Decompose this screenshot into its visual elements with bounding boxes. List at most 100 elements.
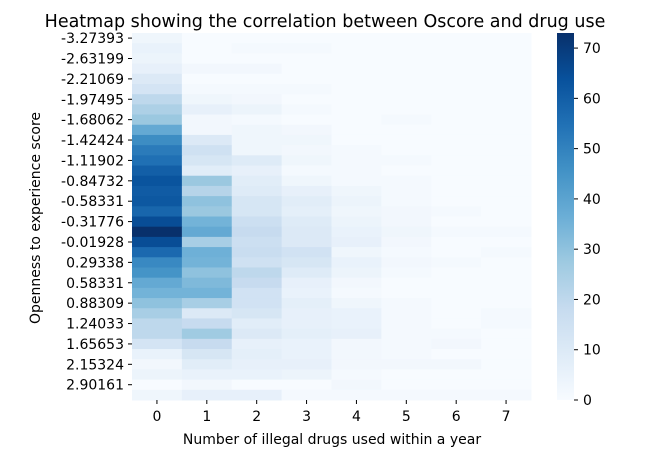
y-tick-label: -0.31776 — [61, 215, 124, 231]
colorbar-axis: 0 10 20 30 40 50 60 70 — [574, 41, 601, 409]
heatmap-cell — [331, 124, 382, 136]
heatmap-cell — [132, 104, 183, 116]
heatmap-cell — [431, 277, 482, 289]
heatmap-cell — [231, 43, 283, 54]
heatmap-cell — [181, 277, 233, 289]
heatmap-cell — [381, 379, 432, 391]
heatmap-cell — [431, 298, 482, 309]
heatmap-cell — [381, 33, 432, 44]
heatmap-cell — [132, 73, 183, 85]
heatmap-cell — [381, 43, 432, 54]
x-tick-label: 1 — [202, 409, 211, 425]
heatmap-cell — [331, 206, 382, 217]
heatmap-cell — [481, 134, 532, 146]
heatmap-cell — [281, 216, 332, 228]
heatmap-cell — [231, 287, 283, 299]
heatmap-cell — [381, 145, 432, 156]
heatmap-cell — [381, 349, 432, 360]
heatmap-cell — [281, 359, 332, 370]
heatmap-cell — [381, 83, 432, 95]
heatmap-cell — [132, 277, 183, 289]
heatmap-cell — [231, 247, 283, 258]
heatmap-cell — [181, 124, 233, 136]
heatmap-cell — [281, 338, 332, 350]
heatmap-cell — [431, 267, 482, 279]
heatmap-cell — [331, 155, 382, 167]
heatmap-cell — [281, 277, 332, 289]
heatmap-cell — [231, 165, 283, 177]
heatmap-cell — [181, 359, 233, 370]
heatmap-cell — [381, 114, 432, 126]
heatmap-cell — [381, 287, 432, 299]
heatmap-cell — [481, 196, 532, 207]
heatmap-cell — [132, 267, 183, 279]
heatmap-cell — [431, 359, 482, 370]
heatmap-cell — [281, 328, 332, 340]
heatmap-cell — [481, 359, 532, 370]
heatmap-cell — [431, 389, 482, 401]
heatmap-cell — [281, 226, 332, 238]
colorbar — [557, 33, 574, 400]
colorbar-tick-label: 10 — [583, 343, 601, 359]
heatmap-cell — [132, 379, 183, 391]
heatmap-cell — [331, 247, 382, 258]
heatmap-cell — [132, 318, 183, 330]
heatmap-cell — [231, 94, 283, 105]
heatmap-cell — [132, 165, 183, 177]
heatmap-cell — [281, 369, 332, 381]
heatmap-cell — [281, 206, 332, 217]
heatmap-cell — [331, 185, 382, 197]
heatmap-cell — [431, 33, 482, 44]
heatmap-cell — [132, 308, 183, 319]
heatmap-cell — [431, 369, 482, 381]
chart-title: Heatmap showing the correlation between … — [45, 12, 606, 32]
heatmap-cell — [381, 155, 432, 167]
heatmap-cell — [481, 43, 532, 54]
heatmap-cell — [281, 236, 332, 248]
heatmap-cell — [231, 33, 283, 44]
heatmap-cell — [431, 216, 482, 228]
heatmap-cell — [132, 287, 183, 299]
heatmap-cell — [381, 196, 432, 207]
heatmap-cell — [481, 247, 532, 258]
heatmap-cell — [281, 349, 332, 360]
heatmap-cell — [231, 349, 283, 360]
heatmap-cell — [181, 338, 233, 350]
y-tick-label: -1.97495 — [61, 92, 124, 108]
heatmap-cell — [231, 267, 283, 279]
heatmap-cell — [281, 114, 332, 126]
heatmap-cell — [181, 43, 233, 54]
heatmap-cell — [431, 83, 482, 95]
heatmap-cell — [181, 196, 233, 207]
heatmap-cell — [132, 185, 183, 197]
heatmap-cell — [181, 185, 233, 197]
heatmap-cell — [431, 247, 482, 258]
heatmap-cell — [331, 216, 382, 228]
heatmap-cell — [281, 247, 332, 258]
heatmap-cell — [381, 236, 432, 248]
heatmap-cell — [331, 114, 382, 126]
heatmap-cell — [481, 298, 532, 309]
heatmap-cell — [181, 73, 233, 85]
colorbar-tick-label: 0 — [583, 393, 592, 409]
y-tick-label: -0.01928 — [61, 235, 124, 251]
heatmap-cell — [431, 73, 482, 85]
heatmap-cell — [281, 287, 332, 299]
heatmap-cell — [331, 175, 382, 187]
heatmap-cell — [181, 318, 233, 330]
heatmap-cell — [281, 155, 332, 167]
heatmap-cell — [381, 165, 432, 177]
heatmap-cell — [481, 216, 532, 228]
heatmap-cell — [381, 328, 432, 340]
heatmap-cell — [431, 206, 482, 217]
heatmap-cell — [231, 63, 283, 75]
heatmap-cell — [132, 206, 183, 217]
colorbar-tick-label: 20 — [583, 292, 601, 308]
heatmap-cell — [181, 33, 233, 44]
heatmap-cell — [481, 318, 532, 330]
x-axis: 0 1 2 3 4 5 6 7 — [152, 400, 511, 425]
heatmap-cell — [381, 216, 432, 228]
y-tick-label: -3.27393 — [61, 31, 124, 47]
heatmap-cell — [231, 389, 283, 401]
heatmap-cell — [281, 257, 332, 268]
